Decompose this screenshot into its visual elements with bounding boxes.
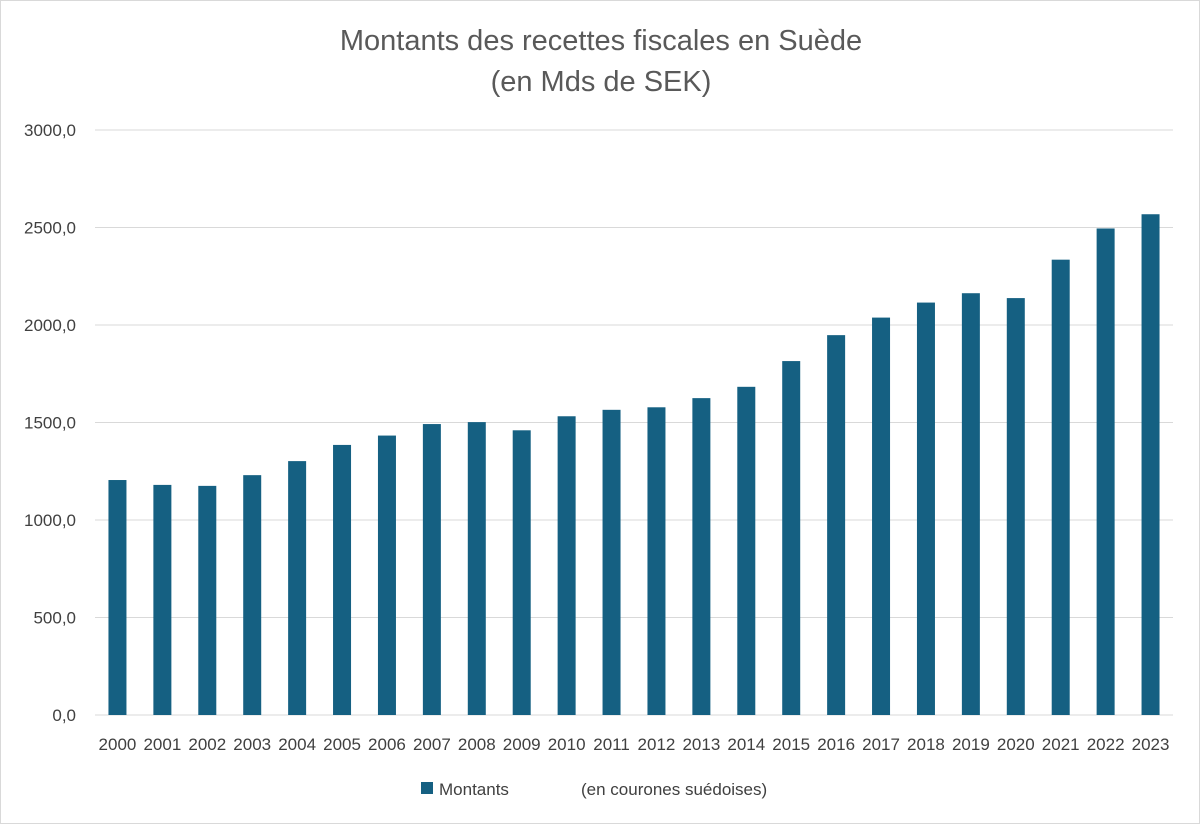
- bar: [872, 317, 891, 715]
- bar: [467, 422, 486, 715]
- x-tick-label: 2004: [278, 735, 316, 754]
- x-tick-label: 2022: [1087, 735, 1125, 754]
- bars: [108, 214, 1160, 716]
- x-tick-label: 2016: [817, 735, 855, 754]
- x-tick-label: 2011: [593, 735, 630, 754]
- x-tick-label: 2021: [1042, 735, 1080, 754]
- chart-title: Montants des recettes fiscales en Suède: [340, 25, 862, 57]
- bar: [961, 293, 980, 715]
- x-tick-label: 2015: [772, 735, 810, 754]
- bar: [692, 398, 711, 715]
- x-tick-label: 2023: [1132, 735, 1170, 754]
- bar: [1051, 259, 1070, 715]
- x-tick-label: 2009: [503, 735, 541, 754]
- y-tick-label: 0,0: [52, 706, 76, 725]
- bar: [1096, 228, 1115, 715]
- y-tick-label: 500,0: [33, 609, 76, 628]
- bar: [737, 386, 756, 715]
- x-tick-label: 2003: [233, 735, 271, 754]
- x-tick-label: 2018: [907, 735, 945, 754]
- x-tick-label: 2000: [99, 735, 137, 754]
- bar: [243, 475, 262, 715]
- x-tick-label: 2012: [638, 735, 676, 754]
- bar: [916, 302, 935, 715]
- x-tick-label: 2020: [997, 735, 1035, 754]
- bar: [512, 430, 531, 715]
- x-tick-label: 2007: [413, 735, 451, 754]
- x-tick-label: 2017: [862, 735, 900, 754]
- x-tick-label: 2014: [727, 735, 765, 754]
- bar: [557, 416, 576, 715]
- bar: [377, 435, 396, 715]
- x-tick-label: 2006: [368, 735, 406, 754]
- x-tick-label: 2002: [188, 735, 226, 754]
- bar: [108, 480, 127, 715]
- chart-subtitle: (en Mds de SEK): [491, 66, 712, 98]
- bar: [647, 407, 666, 715]
- y-tick-label: 2000,0: [24, 316, 76, 335]
- x-axis-ticks: 2000 2001 2002 2003 2004 2005 2006 2007 2008 2009…: [99, 735, 1170, 754]
- legend-note: (en courones suédoises): [581, 780, 767, 799]
- legend: Montants (en courones suédoises): [421, 780, 767, 799]
- y-tick-label: 3000,0: [24, 121, 76, 140]
- legend-swatch: [421, 782, 433, 794]
- bar: [288, 461, 307, 715]
- bar: [602, 409, 621, 715]
- x-tick-label: 2005: [323, 735, 361, 754]
- bar: [422, 424, 441, 715]
- y-tick-label: 1500,0: [24, 414, 76, 433]
- x-tick-label: 2013: [682, 735, 720, 754]
- x-tick-label: 2010: [548, 735, 586, 754]
- bar: [827, 335, 846, 715]
- bar: [153, 484, 172, 715]
- bar: [333, 444, 352, 715]
- x-tick-label: 2019: [952, 735, 990, 754]
- bar: [1006, 298, 1025, 715]
- bar: [198, 485, 217, 715]
- legend-series-name: Montants: [439, 780, 509, 799]
- gridlines: [95, 129, 1173, 716]
- y-tick-label: 2500,0: [24, 219, 76, 238]
- x-tick-label: 2008: [458, 735, 496, 754]
- bar: [782, 361, 801, 715]
- y-tick-label: 1000,0: [24, 511, 76, 530]
- y-axis-ticks: 0,0 500,0 1000,0 1500,0 2000,0 2500,0 3000,0: [24, 121, 76, 725]
- bar: [1141, 214, 1160, 716]
- x-tick-label: 2001: [143, 735, 181, 754]
